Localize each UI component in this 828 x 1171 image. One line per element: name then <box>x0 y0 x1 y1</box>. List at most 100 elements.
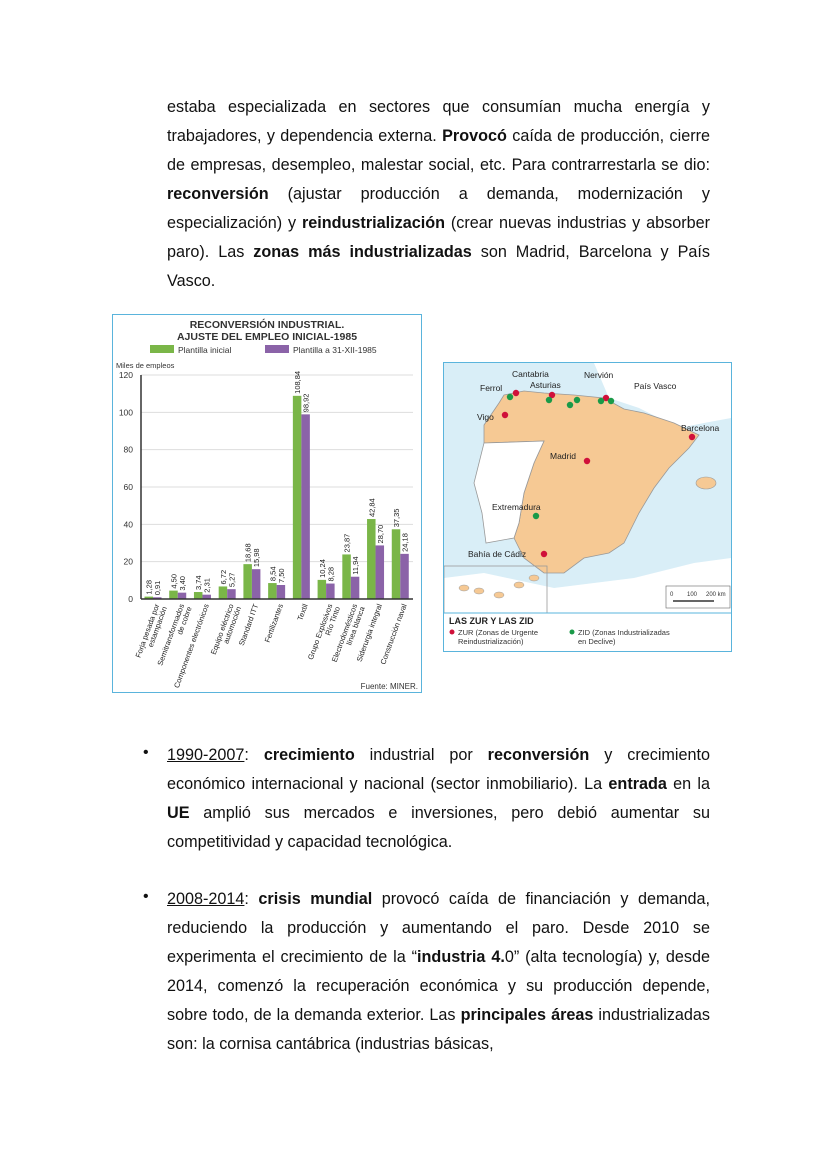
text-segment: son Madrid, Barcelona y País Vasco. <box>167 243 710 290</box>
bar <box>218 586 228 599</box>
text-segment: industrializadas son: la cornisa cantábr… <box>167 1006 711 1053</box>
data-label: 8,54 <box>268 566 277 581</box>
bar-chart: RECONVERSIÓN INDUSTRIAL.AJUSTE DEL EMPLE… <box>116 318 418 691</box>
bar <box>342 554 351 599</box>
y-tick-label: 40 <box>124 519 134 529</box>
legend-label: Plantilla a 31-XII-1985 <box>293 345 377 355</box>
x-tick-label: Fertilizantes <box>263 602 285 643</box>
bullet-marker: • <box>143 888 149 905</box>
bar <box>391 529 401 599</box>
data-label: 1,28 <box>145 580 154 595</box>
x-tick-line: Textil <box>295 602 309 621</box>
map-legend-label: Reindustrialización) <box>458 637 524 646</box>
text-segment: caída de producción, cierre de empresas,… <box>167 127 710 174</box>
bar <box>144 596 153 599</box>
data-label: 42,84 <box>367 498 376 517</box>
place-label: Madrid <box>550 451 576 461</box>
zur-dot <box>602 394 610 402</box>
chart-source: Fuente: MINER. <box>361 682 418 691</box>
zur-legend-dot <box>449 629 455 635</box>
y-tick-label: 0 <box>128 594 133 604</box>
bar <box>292 395 302 599</box>
data-label: 6,72 <box>219 570 228 585</box>
bold-text: industria 4. <box>417 948 505 966</box>
data-label: 0,91 <box>153 581 162 596</box>
scale-label: 200 km <box>706 592 726 598</box>
bar <box>243 564 252 599</box>
bar <box>202 594 211 599</box>
text-segment: : <box>244 746 264 764</box>
bold-text: reconversión <box>487 746 590 764</box>
y-tick-label: 100 <box>119 407 133 417</box>
bar <box>276 585 286 599</box>
canary-island <box>458 584 470 592</box>
data-label: 24,18 <box>401 533 410 552</box>
bold-text: principales áreas <box>460 1006 594 1024</box>
zur-dot <box>501 411 509 419</box>
land-france <box>594 363 731 428</box>
bar <box>400 553 409 599</box>
legend-swatch <box>150 345 174 353</box>
data-label: 5,27 <box>227 573 236 588</box>
bold-text: zonas más industrializadas <box>253 243 472 261</box>
x-tick-label: Equipo eléctricoautomoción <box>209 603 243 659</box>
map-legend-label: ZID (Zonas Industrializadas <box>578 628 670 637</box>
zid-dot <box>573 396 581 404</box>
text-segment: (crear nuevas industrias y absorber paro… <box>167 214 710 261</box>
place-label: Barcelona <box>681 423 720 433</box>
balearic-islands <box>695 476 717 490</box>
land-africa <box>444 558 731 613</box>
underlined-date: 2008-2014 <box>167 890 245 908</box>
data-label: 2,31 <box>203 578 212 593</box>
text-segment: (ajustar producción a demanda, moderniza… <box>167 185 710 232</box>
x-tick-label: Textil <box>295 602 309 621</box>
zid-dot <box>607 397 615 405</box>
place-label: Cantabria <box>512 369 549 379</box>
bar <box>367 519 376 599</box>
zid-dot <box>566 401 574 409</box>
data-label: 3,40 <box>178 576 187 591</box>
legend-swatch <box>265 345 289 353</box>
bullet-marker: • <box>143 744 149 761</box>
map-legend-title: LAS ZUR Y LAS ZID <box>449 616 534 626</box>
bar <box>227 589 236 599</box>
zur-dot <box>512 389 520 397</box>
text-segment: y crecimiento económico internacional y … <box>167 746 710 793</box>
data-label: 18,68 <box>244 543 253 562</box>
canary-island <box>473 587 485 595</box>
bar <box>177 592 187 599</box>
chart-subtitle: AJUSTE DEL EMPLEO INICIAL-1985 <box>177 331 357 343</box>
y-axis-label: Miles de empleos <box>116 361 175 370</box>
zur-zid-map: 0 100 200 km Ferrol Cantabria Asturias Nervión… <box>443 362 732 652</box>
bullet-2008-2014: 2008-2014: crisis mundial provocó caída … <box>167 885 710 1059</box>
bold-text: entrada <box>608 775 667 793</box>
zur-dot <box>548 391 556 399</box>
map-legend-label: en Declive) <box>578 637 616 646</box>
zid-dot <box>506 393 514 401</box>
text-segment: industrial por <box>354 746 488 764</box>
x-tick-line: Construcción naval <box>378 602 408 665</box>
bar <box>153 597 162 599</box>
x-tick-label: Construcción naval <box>378 602 408 665</box>
data-label: 98,92 <box>302 394 311 413</box>
underlined-date: 1990-2007 <box>167 746 245 764</box>
chart-title: RECONVERSIÓN INDUSTRIAL. <box>190 318 345 331</box>
data-label: 10,24 <box>318 559 327 578</box>
data-label: 11,94 <box>351 556 360 574</box>
bar <box>375 545 385 599</box>
data-label: 37,35 <box>392 508 401 527</box>
bar <box>326 583 335 599</box>
text-segment: 0” (alta tecnología) y, desde 2014, come… <box>167 948 710 1024</box>
place-label: Nervión <box>584 370 614 380</box>
bold-text: reindustrialización <box>301 214 445 232</box>
x-tick-line: Fertilizantes <box>263 602 285 643</box>
canary-island <box>513 581 525 589</box>
place-label: Bahía de Cádiz <box>468 549 526 559</box>
bold-text: crecimiento <box>263 746 355 764</box>
place-label: Ferrol <box>480 383 502 393</box>
y-tick-label: 80 <box>124 445 134 455</box>
zid-legend-dot <box>569 629 575 635</box>
scale-label: 0 <box>670 592 674 598</box>
scale-label: 100 <box>687 592 698 598</box>
